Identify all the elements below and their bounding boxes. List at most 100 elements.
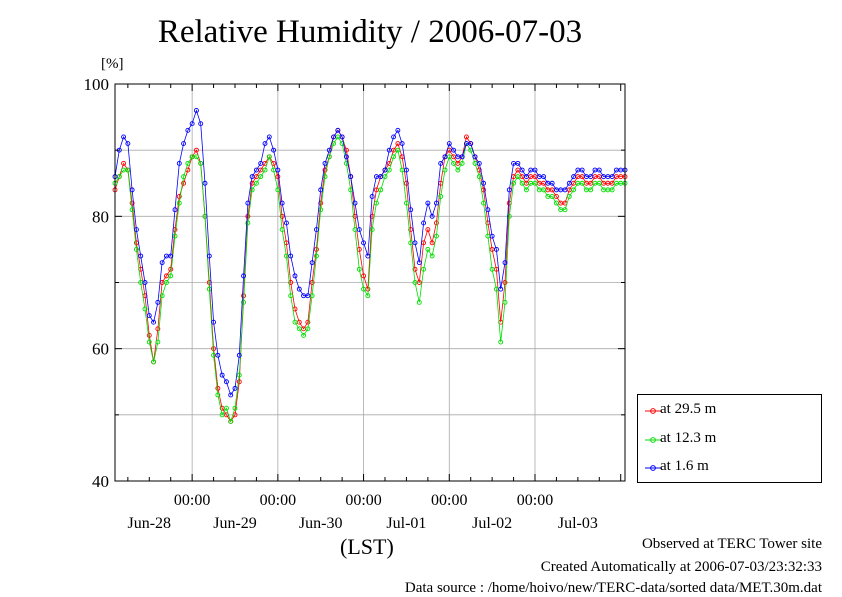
- data-point: [562, 207, 568, 213]
- data-point: [206, 253, 212, 259]
- data-point: [176, 160, 182, 166]
- data-point: [133, 246, 139, 252]
- data-point: [133, 227, 139, 233]
- y-tick-label: 100: [84, 75, 110, 94]
- data-point: [331, 134, 337, 140]
- data-point: [433, 233, 439, 239]
- data-point: [146, 339, 152, 345]
- data-point: [399, 141, 405, 147]
- data-point: [481, 200, 487, 206]
- data-point: [378, 174, 384, 180]
- data-point: [288, 280, 294, 285]
- data-point: [459, 154, 465, 160]
- data-point: [596, 180, 602, 186]
- data-point: [339, 141, 345, 147]
- data-point: [579, 167, 585, 173]
- data-point: [356, 266, 362, 272]
- data-point: [193, 154, 199, 160]
- data-point: [155, 326, 161, 332]
- data-point: [146, 332, 152, 338]
- data-point: [168, 273, 174, 279]
- data-point: [403, 167, 409, 173]
- legend-marker-blue: [645, 465, 661, 471]
- data-point: [253, 180, 259, 186]
- data-point: [468, 141, 474, 147]
- data-point: [579, 180, 585, 186]
- data-point: [313, 253, 319, 259]
- footer-source: Data source : /home/hoivo/new/TERC-data/…: [404, 580, 822, 596]
- data-point: [159, 293, 165, 299]
- data-point: [172, 207, 178, 213]
- data-point: [403, 180, 409, 186]
- data-point: [271, 147, 277, 153]
- data-point: [288, 253, 294, 259]
- data-point: [588, 187, 594, 193]
- data-point: [219, 412, 225, 418]
- data-point: [215, 352, 221, 358]
- footer-observed: Observed at TERC Tower site: [641, 536, 822, 552]
- data-point: [433, 220, 439, 226]
- data-point: [223, 405, 229, 411]
- data-point: [549, 180, 555, 186]
- data-point: [146, 313, 152, 319]
- data-point: [305, 326, 311, 332]
- data-point: [343, 154, 349, 160]
- data-point: [176, 194, 182, 199]
- data-point: [523, 174, 529, 180]
- data-point: [253, 167, 259, 173]
- data-point: [412, 240, 418, 246]
- data-point: [292, 273, 298, 279]
- data-point: [369, 194, 375, 199]
- data-point: [215, 385, 221, 391]
- data-point: [232, 405, 238, 411]
- data-point: [515, 160, 521, 166]
- y-tick-label: 60: [92, 340, 109, 359]
- data-point: [185, 160, 191, 166]
- series-line-1: [114, 136, 625, 423]
- data-point: [412, 280, 418, 285]
- data-point: [502, 280, 508, 285]
- data-point: [356, 227, 362, 233]
- data-point: [313, 227, 319, 233]
- data-point: [219, 372, 225, 378]
- x-tick-label-time: 00:00: [345, 492, 381, 509]
- data-point: [472, 154, 478, 160]
- data-point: [163, 280, 169, 285]
- data-point: [339, 134, 345, 140]
- data-point: [541, 174, 547, 180]
- data-point: [326, 147, 332, 153]
- data-point: [168, 253, 174, 259]
- data-point: [309, 260, 315, 266]
- data-point: [121, 134, 127, 140]
- data-point: [412, 266, 418, 272]
- data-point: [463, 134, 469, 140]
- data-point: [532, 167, 538, 173]
- data-point: [382, 167, 388, 173]
- data-point: [129, 187, 135, 193]
- data-point: [245, 220, 251, 226]
- data-point: [228, 392, 234, 398]
- data-point: [279, 200, 285, 206]
- x-tick-label-time: 00:00: [517, 492, 553, 509]
- data-point: [485, 207, 491, 213]
- x-tick-label-day: Jul-03: [558, 515, 598, 532]
- data-point: [279, 213, 285, 219]
- data-point: [305, 293, 311, 299]
- data-point: [566, 194, 572, 199]
- data-point: [489, 266, 495, 272]
- legend-item-12-3: at 12.3 m: [638, 430, 821, 450]
- data-point: [476, 174, 482, 180]
- data-point: [386, 147, 392, 153]
- data-point: [429, 213, 435, 219]
- data-point: [292, 319, 298, 325]
- data-point: [416, 260, 422, 266]
- data-point: [365, 253, 371, 259]
- data-point: [245, 200, 251, 206]
- y-tick-label: 40: [92, 472, 109, 491]
- data-point: [198, 160, 204, 166]
- data-point: [202, 180, 208, 186]
- data-point: [442, 154, 448, 160]
- x-tick-label-day: Jul-02: [472, 515, 512, 532]
- data-point: [181, 180, 187, 186]
